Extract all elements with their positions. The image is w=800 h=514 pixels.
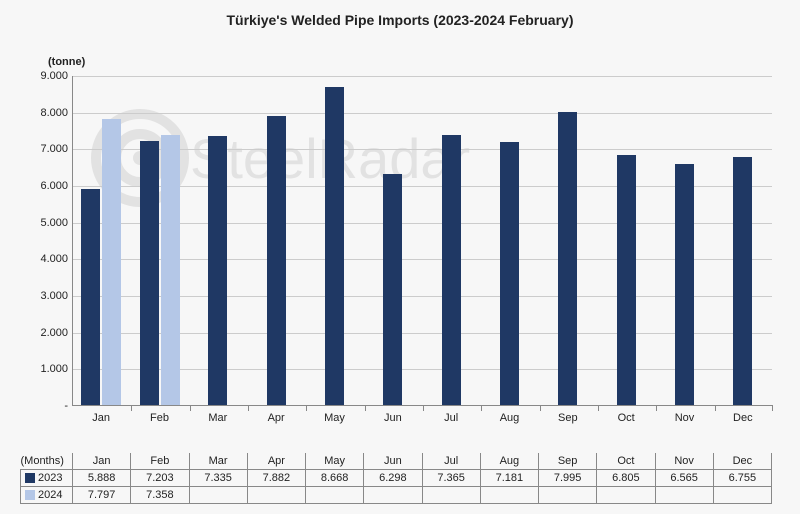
table-header-row: (Months)JanFebMarAprMayJunJulAugSepOctNo… (21, 453, 772, 470)
table-row: 20235.8887.2037.3357.8828.6686.2987.3657… (21, 470, 772, 487)
table-header-cell: Mar (189, 453, 247, 470)
xtick-label: Feb (150, 412, 169, 424)
ytick-label: 6.000 (18, 180, 68, 192)
table-row: 20247.7977.358 (21, 487, 772, 504)
bar-2023-Aug (500, 142, 519, 405)
plot-area (72, 76, 772, 406)
ytick-label: 8.000 (18, 107, 68, 119)
table-cell: 8.668 (306, 470, 364, 487)
table-cell: 6.565 (655, 470, 713, 487)
month-divider (131, 405, 132, 411)
table-header-cell: Aug (480, 453, 538, 470)
bar-2023-Sep (558, 112, 577, 405)
table-cell (597, 487, 655, 504)
table-cell: 5.888 (73, 470, 131, 487)
table-cell (539, 487, 597, 504)
table-cell: 6.755 (713, 470, 771, 487)
table-header-cell: Apr (247, 453, 305, 470)
table-cell (364, 487, 422, 504)
xtick-label: Aug (500, 412, 520, 424)
month-divider (423, 405, 424, 411)
table-header-cell: Jun (364, 453, 422, 470)
table-cell: 7.797 (73, 487, 131, 504)
table-header-cell: Jan (73, 453, 131, 470)
legend-cell: 2024 (21, 487, 73, 504)
table-header-cell: Jul (422, 453, 480, 470)
table-cell (189, 487, 247, 504)
ytick-label: 1.000 (18, 363, 68, 375)
data-table: (Months)JanFebMarAprMayJunJulAugSepOctNo… (20, 453, 772, 504)
x-axis-label: (Months) (21, 453, 73, 470)
table-cell (247, 487, 305, 504)
table-cell: 7.203 (131, 470, 189, 487)
table-header-cell: Oct (597, 453, 655, 470)
table-cell: 7.358 (131, 487, 189, 504)
y-axis-unit-label: (tonne) (48, 56, 85, 68)
bar-2023-Nov (675, 164, 694, 405)
xtick-label: Jul (444, 412, 458, 424)
table-cell: 7.882 (247, 470, 305, 487)
table-header-cell: May (306, 453, 364, 470)
month-divider (306, 405, 307, 411)
table-cell (306, 487, 364, 504)
ytick-label: 5.000 (18, 217, 68, 229)
bars-layer (73, 76, 772, 405)
ytick-label: - (18, 400, 68, 412)
table-header-cell: Sep (539, 453, 597, 470)
chart-title: Türkiye's Welded Pipe Imports (2023-2024… (20, 12, 780, 28)
xtick-label: Oct (618, 412, 635, 424)
bar-2023-Jun (383, 174, 402, 405)
table-cell (480, 487, 538, 504)
bar-2023-Oct (617, 155, 636, 405)
ytick-label: 7.000 (18, 143, 68, 155)
ytick-label: 2.000 (18, 327, 68, 339)
month-divider (481, 405, 482, 411)
bar-2024-Jan (102, 119, 121, 405)
table-header-cell: Feb (131, 453, 189, 470)
xtick-label: May (324, 412, 345, 424)
month-divider (190, 405, 191, 411)
month-divider (248, 405, 249, 411)
table-cell (422, 487, 480, 504)
legend-swatch-icon (25, 490, 35, 500)
table-cell (713, 487, 771, 504)
bar-2023-Feb (140, 141, 159, 405)
xtick-label: Nov (675, 412, 695, 424)
table-cell: 7.995 (539, 470, 597, 487)
xtick-label: Apr (268, 412, 285, 424)
legend-cell: 2023 (21, 470, 73, 487)
month-divider (540, 405, 541, 411)
chart-container: Türkiye's Welded Pipe Imports (2023-2024… (0, 0, 800, 514)
month-divider (715, 405, 716, 411)
table-cell: 6.298 (364, 470, 422, 487)
table-cell: 7.181 (480, 470, 538, 487)
month-divider (656, 405, 657, 411)
table-cell: 7.335 (189, 470, 247, 487)
table-cell (655, 487, 713, 504)
xtick-label: Dec (733, 412, 753, 424)
ytick-label: 9.000 (18, 70, 68, 82)
bar-2023-Jul (442, 135, 461, 405)
xtick-label: Jun (384, 412, 402, 424)
table-cell: 7.365 (422, 470, 480, 487)
xtick-label: Mar (208, 412, 227, 424)
month-divider (772, 405, 773, 411)
xtick-label: Jan (92, 412, 110, 424)
ytick-label: 3.000 (18, 290, 68, 302)
bar-2023-Jan (81, 189, 100, 405)
legend-swatch-icon (25, 473, 35, 483)
month-divider (365, 405, 366, 411)
table-cell: 6.805 (597, 470, 655, 487)
table-header-cell: Dec (713, 453, 771, 470)
bar-2023-Apr (267, 116, 286, 405)
bar-2024-Feb (161, 135, 180, 405)
bar-2023-Dec (733, 157, 752, 405)
table-header-cell: Nov (655, 453, 713, 470)
ytick-label: 4.000 (18, 253, 68, 265)
month-divider (598, 405, 599, 411)
bar-2023-May (325, 87, 344, 405)
xtick-label: Sep (558, 412, 578, 424)
bar-2023-Mar (208, 136, 227, 405)
